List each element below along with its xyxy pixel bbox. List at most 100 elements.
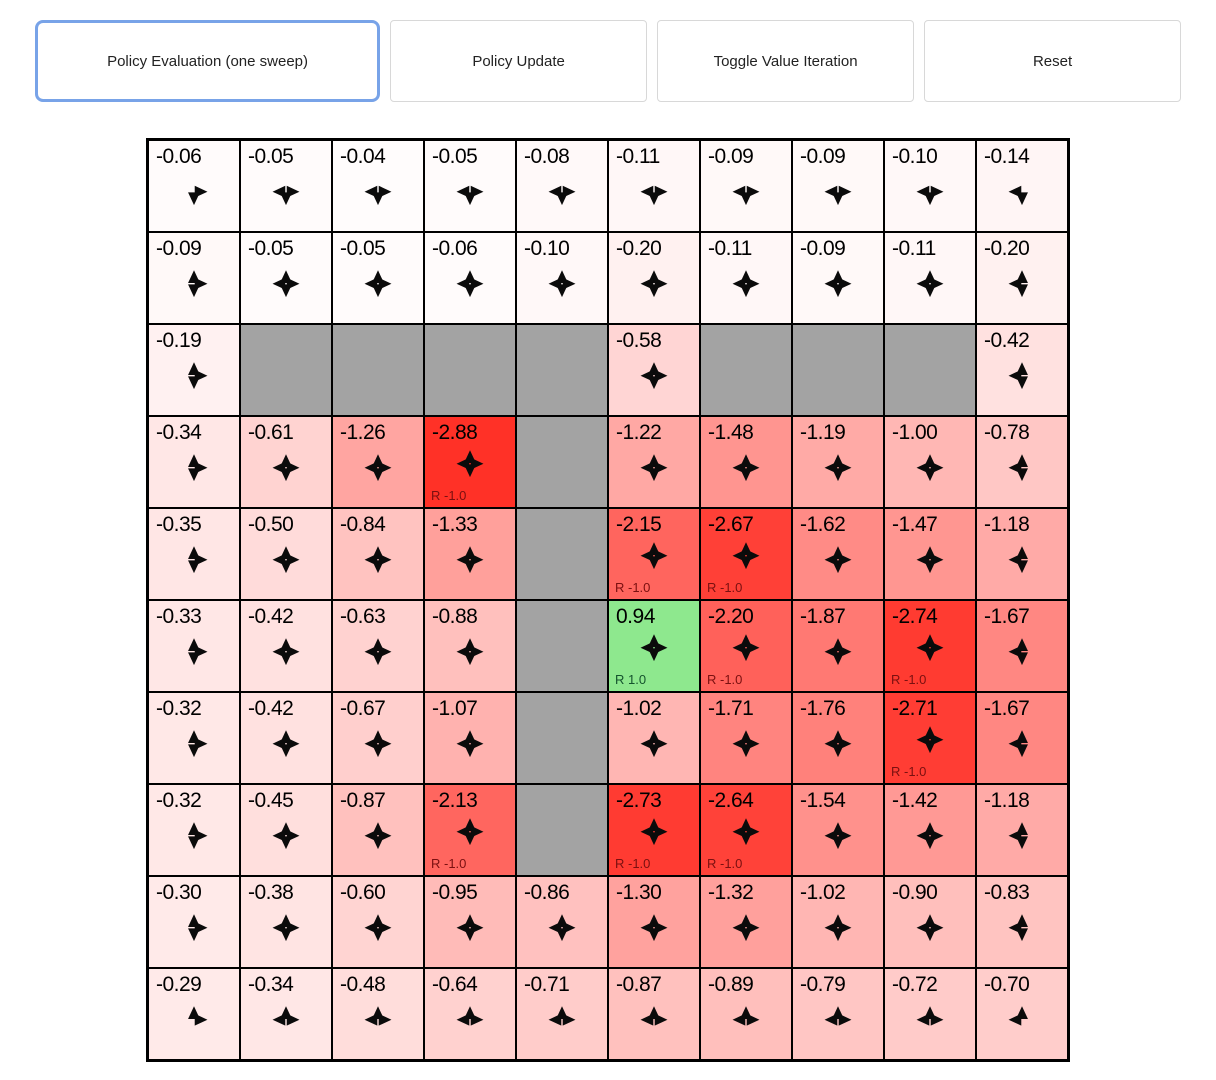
state-cell[interactable]: -2.20 R -1.0 bbox=[700, 600, 792, 692]
state-cell[interactable]: -1.00 bbox=[884, 416, 976, 508]
state-cell[interactable]: 0.94 R 1.0 bbox=[608, 600, 700, 692]
state-cell[interactable]: -0.11 bbox=[700, 232, 792, 324]
state-cell[interactable]: -0.84 bbox=[332, 508, 424, 600]
state-cell[interactable]: -0.09 bbox=[148, 232, 240, 324]
state-cell[interactable]: -0.32 bbox=[148, 692, 240, 784]
state-cell[interactable]: -1.42 bbox=[884, 784, 976, 876]
state-cell[interactable]: -0.64 bbox=[424, 968, 516, 1060]
state-cell[interactable]: -0.60 bbox=[332, 876, 424, 968]
state-cell[interactable]: -0.61 bbox=[240, 416, 332, 508]
state-cell[interactable]: -0.70 bbox=[976, 968, 1068, 1060]
wall-cell[interactable] bbox=[700, 324, 792, 416]
state-cell[interactable]: -0.67 bbox=[332, 692, 424, 784]
state-cell[interactable]: -1.67 bbox=[976, 692, 1068, 784]
state-cell[interactable]: -1.47 bbox=[884, 508, 976, 600]
state-cell[interactable]: -1.02 bbox=[608, 692, 700, 784]
state-cell[interactable]: -2.71 R -1.0 bbox=[884, 692, 976, 784]
state-cell[interactable]: -1.07 bbox=[424, 692, 516, 784]
state-cell[interactable]: -0.95 bbox=[424, 876, 516, 968]
state-cell[interactable]: -0.04 bbox=[332, 140, 424, 232]
state-cell[interactable]: -1.32 bbox=[700, 876, 792, 968]
policy-update-button[interactable]: Policy Update bbox=[390, 20, 648, 102]
state-cell[interactable]: -0.08 bbox=[516, 140, 608, 232]
state-cell[interactable]: -1.22 bbox=[608, 416, 700, 508]
state-cell[interactable]: -1.02 bbox=[792, 876, 884, 968]
state-cell[interactable]: -0.09 bbox=[792, 232, 884, 324]
state-cell[interactable]: -0.34 bbox=[148, 416, 240, 508]
state-cell[interactable]: -0.05 bbox=[332, 232, 424, 324]
state-cell[interactable]: -1.48 bbox=[700, 416, 792, 508]
reset-button[interactable]: Reset bbox=[924, 20, 1182, 102]
wall-cell[interactable] bbox=[884, 324, 976, 416]
state-cell[interactable]: -0.63 bbox=[332, 600, 424, 692]
state-cell[interactable]: -1.71 bbox=[700, 692, 792, 784]
state-cell[interactable]: -2.13 R -1.0 bbox=[424, 784, 516, 876]
state-cell[interactable]: -0.42 bbox=[240, 600, 332, 692]
state-cell[interactable]: -1.19 bbox=[792, 416, 884, 508]
state-cell[interactable]: -1.76 bbox=[792, 692, 884, 784]
state-cell[interactable]: -0.30 bbox=[148, 876, 240, 968]
state-cell[interactable]: -0.14 bbox=[976, 140, 1068, 232]
wall-cell[interactable] bbox=[516, 784, 608, 876]
state-cell[interactable]: -0.88 bbox=[424, 600, 516, 692]
state-cell[interactable]: -0.89 bbox=[700, 968, 792, 1060]
state-cell[interactable]: -0.50 bbox=[240, 508, 332, 600]
state-cell[interactable]: -2.74 R -1.0 bbox=[884, 600, 976, 692]
state-cell[interactable]: -0.09 bbox=[792, 140, 884, 232]
wall-cell[interactable] bbox=[240, 324, 332, 416]
state-cell[interactable]: -0.87 bbox=[608, 968, 700, 1060]
state-cell[interactable]: -0.58 bbox=[608, 324, 700, 416]
state-cell[interactable]: -0.11 bbox=[608, 140, 700, 232]
state-cell[interactable]: -1.26 bbox=[332, 416, 424, 508]
state-cell[interactable]: -1.30 bbox=[608, 876, 700, 968]
wall-cell[interactable] bbox=[516, 600, 608, 692]
state-cell[interactable]: -0.83 bbox=[976, 876, 1068, 968]
wall-cell[interactable] bbox=[424, 324, 516, 416]
wall-cell[interactable] bbox=[516, 508, 608, 600]
state-cell[interactable]: -1.67 bbox=[976, 600, 1068, 692]
state-cell[interactable]: -0.20 bbox=[976, 232, 1068, 324]
state-cell[interactable]: -1.33 bbox=[424, 508, 516, 600]
state-cell[interactable]: -0.33 bbox=[148, 600, 240, 692]
state-cell[interactable]: -0.09 bbox=[700, 140, 792, 232]
state-cell[interactable]: -0.42 bbox=[240, 692, 332, 784]
state-cell[interactable]: -0.20 bbox=[608, 232, 700, 324]
state-cell[interactable]: -0.86 bbox=[516, 876, 608, 968]
state-cell[interactable]: -0.72 bbox=[884, 968, 976, 1060]
state-cell[interactable]: -0.05 bbox=[240, 232, 332, 324]
state-cell[interactable]: -0.05 bbox=[240, 140, 332, 232]
wall-cell[interactable] bbox=[516, 324, 608, 416]
state-cell[interactable]: -0.10 bbox=[516, 232, 608, 324]
wall-cell[interactable] bbox=[516, 416, 608, 508]
wall-cell[interactable] bbox=[332, 324, 424, 416]
state-cell[interactable]: -0.06 bbox=[148, 140, 240, 232]
state-cell[interactable]: -0.78 bbox=[976, 416, 1068, 508]
state-cell[interactable]: -2.15 R -1.0 bbox=[608, 508, 700, 600]
state-cell[interactable]: -0.05 bbox=[424, 140, 516, 232]
wall-cell[interactable] bbox=[792, 324, 884, 416]
state-cell[interactable]: -0.35 bbox=[148, 508, 240, 600]
state-cell[interactable]: -2.64 R -1.0 bbox=[700, 784, 792, 876]
state-cell[interactable]: -1.87 bbox=[792, 600, 884, 692]
state-cell[interactable]: -0.10 bbox=[884, 140, 976, 232]
state-cell[interactable]: -0.71 bbox=[516, 968, 608, 1060]
state-cell[interactable]: -0.48 bbox=[332, 968, 424, 1060]
state-cell[interactable]: -0.38 bbox=[240, 876, 332, 968]
state-cell[interactable]: -1.18 bbox=[976, 508, 1068, 600]
state-cell[interactable]: -0.34 bbox=[240, 968, 332, 1060]
state-cell[interactable]: -0.06 bbox=[424, 232, 516, 324]
state-cell[interactable]: -0.79 bbox=[792, 968, 884, 1060]
state-cell[interactable]: -0.19 bbox=[148, 324, 240, 416]
state-cell[interactable]: -1.54 bbox=[792, 784, 884, 876]
state-cell[interactable]: -2.67 R -1.0 bbox=[700, 508, 792, 600]
state-cell[interactable]: -0.11 bbox=[884, 232, 976, 324]
state-cell[interactable]: -1.62 bbox=[792, 508, 884, 600]
state-cell[interactable]: -0.87 bbox=[332, 784, 424, 876]
policy-evaluation-button[interactable]: Policy Evaluation (one sweep) bbox=[35, 20, 381, 102]
state-cell[interactable]: -2.88 R -1.0 bbox=[424, 416, 516, 508]
state-cell[interactable]: -0.90 bbox=[884, 876, 976, 968]
toggle-value-iteration-button[interactable]: Toggle Value Iteration bbox=[657, 20, 915, 102]
state-cell[interactable]: -2.73 R -1.0 bbox=[608, 784, 700, 876]
wall-cell[interactable] bbox=[516, 692, 608, 784]
state-cell[interactable]: -1.18 bbox=[976, 784, 1068, 876]
